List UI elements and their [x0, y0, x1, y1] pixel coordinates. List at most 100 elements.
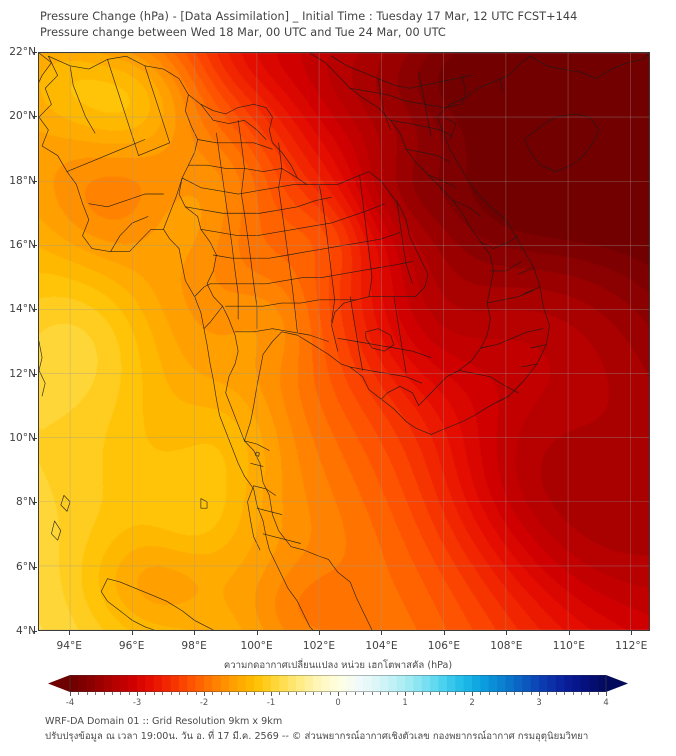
- colorbar-minor-tick: [488, 692, 490, 695]
- latitude-axis: 4°N 6°N 8°N 10°N 12°N 14°N 16°N 18°N 20°N 22°N: [0, 0, 37, 756]
- colorbar-minor-tick: [128, 692, 130, 695]
- colorbar-tick-label: 2: [469, 697, 475, 707]
- colorbar-minor-tick: [153, 692, 155, 695]
- colorbar-minor-tick: [463, 692, 465, 695]
- colorbar-minor-tick: [312, 692, 314, 695]
- coastline-and-province-borders: [39, 53, 649, 630]
- xtick-mark: [69, 631, 71, 635]
- xtick-label: 98°E: [181, 640, 207, 652]
- colorbar-minor-tick: [564, 692, 566, 695]
- colorbar-minor-tick: [379, 692, 381, 695]
- ytick-label: 12°N: [9, 367, 36, 380]
- colorbar-minor-tick: [580, 692, 582, 695]
- ytick-label: 8°N: [16, 496, 36, 509]
- xtick-label: 100°E: [240, 640, 273, 652]
- colorbar-minor-tick: [421, 692, 423, 695]
- ytick-label: 6°N: [16, 560, 36, 573]
- pressure-change-field: [39, 53, 649, 630]
- footer-line-domain: WRF-DA Domain 01 :: Grid Resolution 9km …: [45, 716, 283, 727]
- colorbar-minor-tick: [287, 692, 289, 695]
- ytick-label: 10°N: [9, 432, 36, 444]
- colorbar-minor-tick: [413, 692, 415, 695]
- xtick-mark: [631, 631, 633, 635]
- footer-line-attribution: ปรับปรุงข้อมูล ณ เวลา 19:00น. วัน อ. ที่…: [45, 731, 589, 742]
- ytick-label: 16°N: [9, 239, 36, 251]
- colorbar-major-tick: [70, 692, 71, 696]
- map-plot-area[interactable]: [38, 52, 650, 631]
- colorbar-strip[interactable]: [48, 675, 628, 692]
- colorbar-minor-tick: [480, 692, 482, 695]
- colorbar-minor-tick: [220, 692, 222, 695]
- xtick-label: 102°E: [302, 640, 336, 652]
- ytick-mark: [33, 566, 37, 568]
- colorbar-tick-label: 0: [335, 697, 341, 707]
- colorbar-major-tick: [204, 692, 205, 696]
- ytick-mark: [33, 373, 37, 375]
- colorbar-ticks: -4 -3 -2 -1 0 1 2 3 4: [48, 692, 628, 707]
- colorbar-tick-label: 1: [402, 697, 408, 707]
- longitude-axis: 94°E 96°E 98°E 100°E 102°E 104°E 106°E 108°E 110…: [0, 631, 676, 652]
- xtick-mark: [506, 631, 508, 635]
- colorbar-minor-tick: [254, 692, 256, 695]
- colorbar-major-tick: [338, 692, 339, 696]
- colorbar-minor-tick: [371, 692, 373, 695]
- colorbar-minor-tick: [120, 692, 122, 695]
- ytick-mark: [33, 309, 37, 311]
- footer-block: WRF-DA Domain 01 :: Grid Resolution 9km …: [45, 714, 670, 744]
- colorbar-major-tick: [472, 692, 473, 696]
- chart-title-block: Pressure Change (hPa) - [Data Assimilati…: [40, 9, 660, 41]
- colorbar-minor-tick: [245, 692, 247, 695]
- xtick-label: 104°E: [365, 640, 398, 652]
- xtick-mark: [131, 631, 133, 635]
- colorbar-minor-tick: [363, 692, 365, 695]
- colorbar-minor-tick: [589, 692, 591, 695]
- xtick-mark: [319, 631, 321, 635]
- ytick-label: 22°N: [9, 46, 36, 58]
- colorbar-minor-tick: [78, 692, 80, 695]
- colorbar-tick-label: -4: [65, 697, 75, 707]
- ytick-mark: [33, 245, 37, 246]
- colorbar-minor-tick: [195, 692, 197, 695]
- colorbar-minor-tick: [95, 692, 97, 695]
- colorbar-tick-label: -3: [132, 697, 142, 707]
- colorbar-tick-label: 4: [603, 697, 609, 707]
- xtick-label: 108°E: [490, 640, 523, 652]
- colorbar-major-tick: [606, 692, 607, 696]
- ytick-mark: [33, 52, 37, 53]
- xtick-mark: [443, 631, 445, 635]
- colorbar-minor-tick: [430, 692, 432, 695]
- ytick-mark: [33, 502, 37, 504]
- colorbar-minor-tick: [279, 692, 281, 695]
- xtick-mark: [256, 631, 258, 635]
- ytick-label: 18°N: [9, 174, 36, 187]
- xtick-mark: [194, 631, 196, 635]
- colorbar-minor-tick: [572, 692, 574, 695]
- colorbar-minor-tick: [111, 692, 113, 695]
- colorbar-minor-tick: [513, 692, 515, 695]
- colorbar-minor-tick: [505, 692, 507, 695]
- colorbar-minor-tick: [455, 692, 457, 695]
- xtick-mark: [381, 631, 383, 635]
- colorbar-tick-label: -2: [199, 697, 209, 707]
- colorbar-minor-tick: [212, 692, 214, 695]
- colorbar-minor-tick: [321, 692, 323, 695]
- title-line-1: Pressure Change (hPa) - [Data Assimilati…: [40, 10, 578, 23]
- ytick-mark: [33, 116, 37, 118]
- ytick-label: 20°N: [9, 110, 36, 123]
- colorbar-minor-tick: [547, 692, 549, 695]
- colorbar-minor-tick: [86, 692, 88, 695]
- colorbar-major-tick: [271, 692, 272, 696]
- colorbar-tick-label: 3: [536, 697, 542, 707]
- xtick-mark: [568, 631, 570, 635]
- colorbar-minor-tick: [597, 692, 599, 695]
- colorbar-tick-label: -1: [266, 697, 276, 707]
- ytick-mark: [33, 180, 37, 182]
- colorbar-minor-tick: [296, 692, 298, 695]
- colorbar-minor-tick: [262, 692, 264, 695]
- ytick-mark: [33, 438, 37, 439]
- colorbar-label: ความกดอากาศเปลี่ยนแปลง หน่วย เฮกโตพาสคัล…: [223, 660, 453, 671]
- colorbar-minor-tick: [438, 692, 440, 695]
- colorbar-minor-tick: [388, 692, 390, 695]
- colorbar-major-tick: [137, 692, 138, 696]
- colorbar-minor-tick: [304, 692, 306, 695]
